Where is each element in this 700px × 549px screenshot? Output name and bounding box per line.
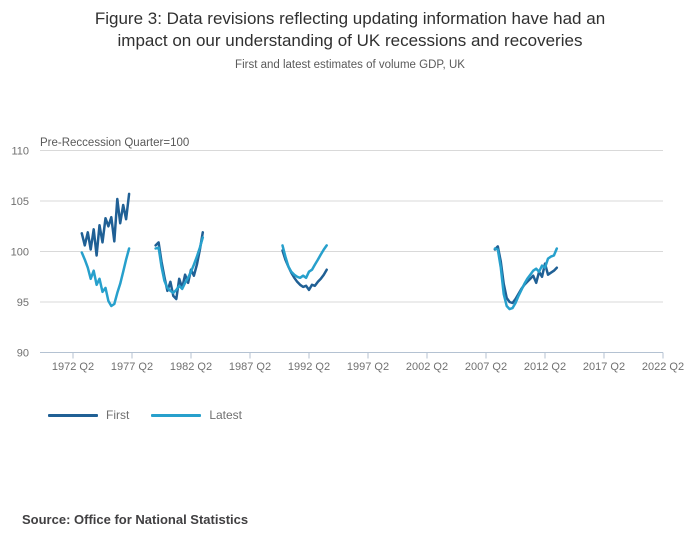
y-tick-label: 100 — [11, 247, 29, 259]
legend-label-first: First — [106, 408, 130, 422]
x-tick-label: 2007 Q2 — [465, 361, 507, 373]
series-latest-line — [281, 244, 328, 280]
source-note: Source: Office for National Statistics — [22, 512, 249, 527]
legend-label-latest: Latest — [209, 408, 243, 422]
x-tick-label: 1972 Q2 — [52, 361, 94, 373]
series-first-line — [493, 245, 559, 305]
x-tick-label: 1997 Q2 — [347, 361, 389, 373]
chart-legend: First Latest — [48, 408, 242, 422]
chart-title-line-1: Figure 3: Data revisions reflecting upda… — [94, 9, 606, 28]
series-latest-line — [80, 247, 131, 308]
chart-title-line-2: impact on our understanding of UK recess… — [117, 31, 583, 50]
latest-series-swatch-icon — [151, 413, 202, 417]
legend-item-latest[interactable]: Latest — [151, 408, 242, 422]
x-tick-label: 1982 Q2 — [170, 361, 212, 373]
y-axis-title: Pre-Reccession Quarter=100 — [40, 137, 189, 149]
y-tick-label: 105 — [11, 196, 29, 208]
chart-header: Figure 3: Data revisions reflecting upda… — [0, 8, 700, 71]
x-tick-label: 1992 Q2 — [288, 361, 330, 373]
x-tick-label: 2012 Q2 — [524, 361, 566, 373]
series-first-line — [154, 231, 205, 301]
y-tick-label: 95 — [17, 297, 29, 309]
x-tick-label: 1977 Q2 — [111, 361, 153, 373]
x-tick-label: 1987 Q2 — [229, 361, 271, 373]
series-first-line — [281, 249, 328, 292]
x-tick-label: 2017 Q2 — [583, 361, 625, 373]
y-tick-label: 110 — [11, 146, 29, 158]
series-latest-line — [493, 247, 559, 311]
legend-item-first[interactable]: First — [48, 408, 129, 422]
series-latest-line — [154, 236, 205, 295]
y-tick-label: 90 — [17, 348, 29, 360]
first-series-swatch-icon — [48, 413, 98, 417]
x-tick-label: 2002 Q2 — [406, 361, 448, 373]
series-first-line — [80, 192, 131, 257]
x-tick-label: 2022 Q2 — [642, 361, 684, 373]
chart-subtitle: First and latest estimates of volume GDP… — [235, 59, 465, 71]
